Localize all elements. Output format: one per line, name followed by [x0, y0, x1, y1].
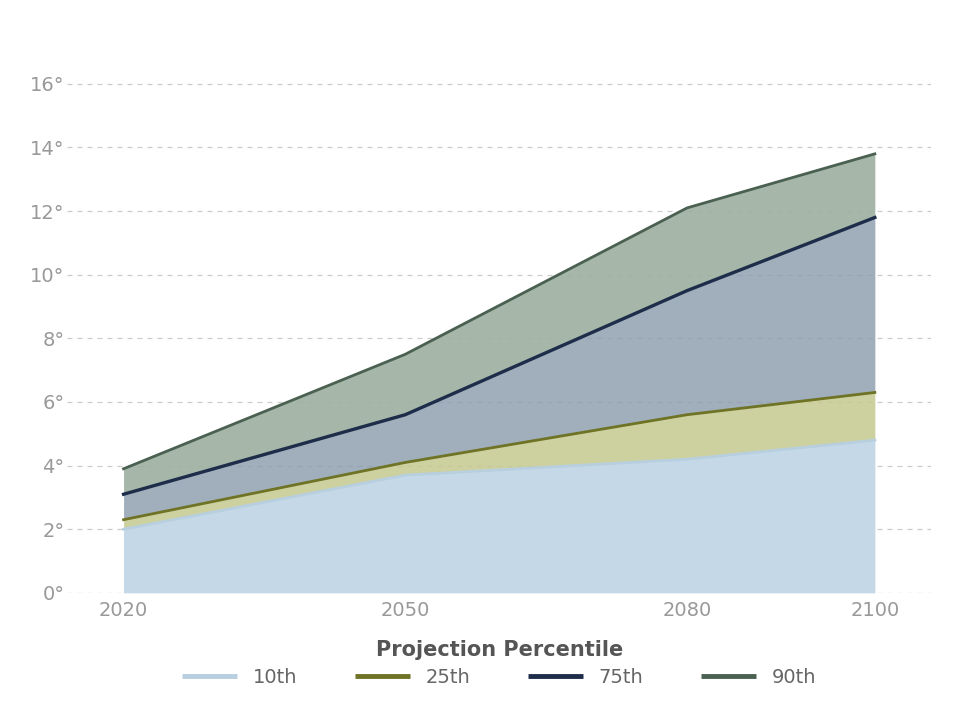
X-axis label: Projection Percentile: Projection Percentile — [375, 640, 623, 659]
Legend: 10th, 25th, 75th, 90th: 10th, 25th, 75th, 90th — [175, 660, 824, 695]
